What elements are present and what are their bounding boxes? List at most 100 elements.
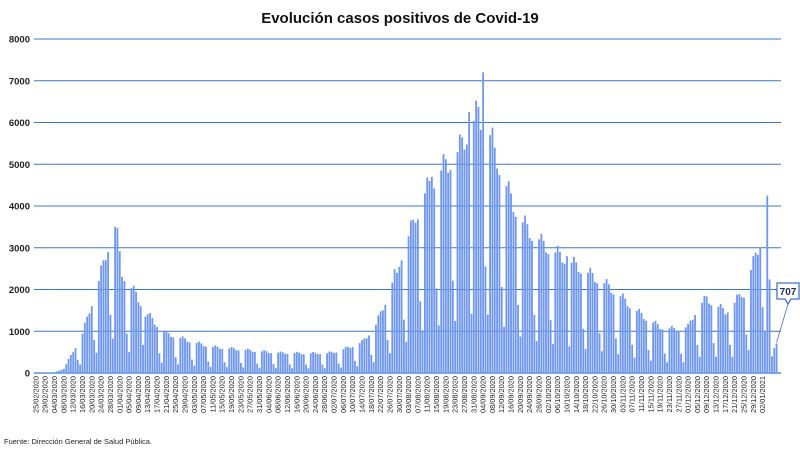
bar (535, 341, 538, 373)
bar (423, 193, 426, 373)
bar (58, 370, 61, 373)
bar-series (37, 72, 778, 374)
bar (372, 362, 375, 373)
bar (703, 295, 706, 373)
x-tick-label: 09/04/2020 (134, 376, 143, 413)
bar (687, 323, 689, 373)
bar (198, 341, 200, 373)
bar (95, 352, 98, 373)
bar (62, 368, 65, 373)
bar (309, 353, 312, 373)
bar (403, 319, 405, 373)
bar (521, 222, 524, 373)
x-tick-label: 07/05/2020 (199, 376, 208, 413)
bar (442, 154, 445, 373)
source-note: Fuente: Dirección General de Salud Públi… (4, 437, 153, 446)
bar (731, 356, 734, 373)
y-tick-label: 1000 (9, 327, 30, 338)
bar (605, 279, 608, 373)
x-tick-label: 01/12/2020 (684, 376, 693, 413)
bar (673, 327, 676, 373)
bar (752, 256, 755, 373)
bar (698, 356, 701, 373)
bar (540, 233, 543, 373)
bar (214, 345, 217, 373)
bar (454, 321, 457, 373)
bar (754, 252, 757, 373)
x-tick-label: 29/12/2020 (749, 376, 758, 413)
bar (128, 352, 130, 374)
x-tick-label: 20/06/2020 (302, 376, 311, 413)
bar (598, 333, 601, 373)
bar (219, 348, 221, 373)
bar (489, 135, 491, 373)
bar (491, 127, 494, 373)
x-tick-label: 31/05/2020 (255, 376, 264, 413)
bar (507, 181, 510, 373)
bar (621, 293, 624, 373)
callout-value: 707 (780, 287, 797, 298)
bar (205, 346, 207, 373)
bar (663, 353, 666, 373)
x-tick-label: 14/07/2020 (357, 376, 366, 413)
x-tick-label: 25/04/2020 (171, 376, 180, 413)
bar (428, 180, 431, 373)
bar (493, 147, 496, 373)
bar (640, 312, 643, 373)
bar (132, 285, 135, 373)
bar (69, 354, 72, 373)
bar (51, 372, 54, 373)
bar (722, 308, 724, 373)
bar (642, 319, 645, 373)
bar (149, 313, 151, 373)
bar (212, 346, 214, 373)
bar (356, 366, 359, 373)
bar (421, 331, 424, 373)
bar (167, 333, 170, 373)
callout-box (776, 282, 800, 306)
bar (738, 294, 741, 373)
y-tick-label: 2000 (9, 285, 30, 296)
bar (463, 149, 466, 373)
bar (191, 359, 193, 373)
bar (587, 272, 589, 373)
bar (407, 236, 410, 373)
gridlines (34, 38, 781, 374)
bar (691, 319, 694, 373)
bar (633, 357, 636, 373)
bar (256, 363, 259, 373)
y-tick-label: 8000 (9, 35, 30, 46)
bar (174, 357, 177, 373)
bar (225, 367, 228, 373)
x-tick-label: 10/10/2020 (562, 376, 571, 413)
bar (312, 351, 314, 373)
bar (368, 335, 370, 373)
bar (335, 352, 338, 373)
bar (652, 322, 655, 373)
bar (568, 346, 571, 373)
bar (638, 308, 641, 373)
bar (451, 280, 454, 373)
x-tick-label: 04/03/2020 (50, 376, 59, 413)
bar (517, 304, 519, 373)
bar (430, 176, 433, 373)
bar (670, 325, 673, 373)
bar (291, 368, 294, 373)
bar (221, 348, 224, 373)
bar (286, 353, 289, 373)
bar (661, 329, 664, 373)
x-tick-label: 17/12/2020 (721, 376, 730, 413)
bar (232, 348, 235, 373)
x-tick-label: 28/03/2020 (106, 376, 115, 413)
bar (563, 263, 566, 373)
bar (416, 219, 419, 373)
bar (97, 280, 100, 373)
bar (482, 72, 485, 374)
bar (337, 363, 340, 373)
bar (139, 306, 142, 373)
bar (468, 112, 471, 373)
x-tick-label: 08/06/2020 (274, 376, 283, 413)
x-tick-label: 30/10/2020 (609, 376, 618, 413)
x-tick-label: 19/08/2020 (441, 376, 450, 413)
bar (351, 347, 354, 373)
